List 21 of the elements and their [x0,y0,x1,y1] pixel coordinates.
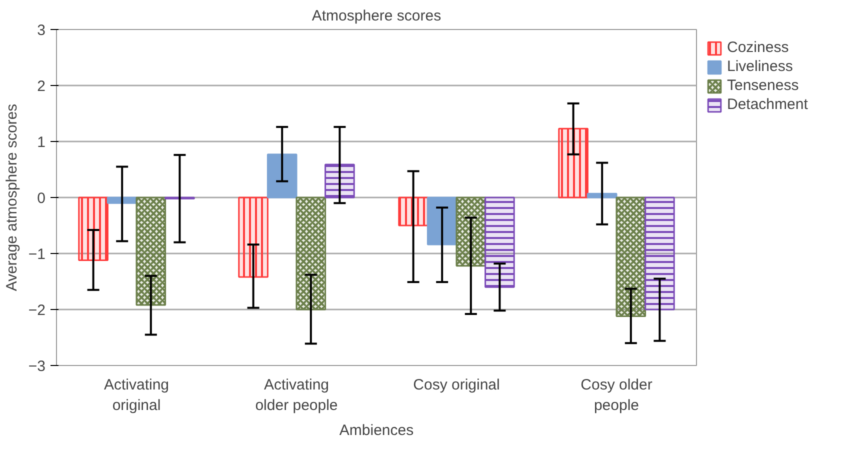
y-tick-label: −3 [28,358,46,375]
legend-label: Tenseness [727,77,799,94]
bar [586,192,618,198]
y-tick-label: 0 [37,190,46,207]
legend-label: Coziness [727,39,789,56]
y-tick-label: 2 [37,78,46,95]
y-tick-label: 1 [37,134,46,151]
y-axis-title: Average atmosphere scores [3,104,20,292]
y-tick-label: −1 [28,246,46,263]
bar [426,196,458,246]
x-axis-title: Ambiences [339,422,414,439]
legend-label: Detachment [727,96,808,113]
bar [266,154,298,198]
y-tick-label: −2 [28,302,46,319]
x-tick-label: Cosy older people [580,376,652,414]
y-tick-label: 3 [37,22,46,39]
x-tick-label: Activating older people [255,376,338,414]
legend-label: Liveliness [727,58,793,75]
x-tick-label: Activating original [104,376,170,414]
x-tick-label: Cosy original [413,376,500,394]
chart-title: Atmosphere scores [312,8,442,24]
